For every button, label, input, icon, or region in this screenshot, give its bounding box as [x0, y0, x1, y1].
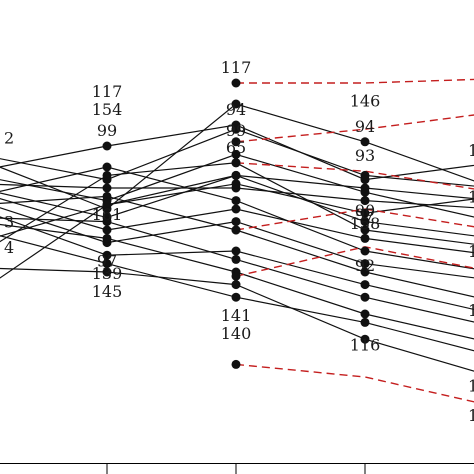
data-point-2-3 [360, 175, 370, 185]
data-point-1-2 [231, 99, 241, 109]
point-label-1: 94 [226, 100, 246, 119]
point-label-26: 1 [468, 242, 474, 261]
point-label-0: 117 [221, 58, 252, 77]
point-label-28: 1 [468, 376, 474, 395]
point-label-16: 90 [355, 201, 375, 220]
data-point-15-3 [360, 225, 370, 235]
highlight-point-0 [231, 78, 241, 88]
point-label-8: 99 [97, 121, 117, 140]
data-point-15-1 [102, 170, 112, 180]
data-point-16-1 [102, 267, 112, 277]
data-point-1-3 [360, 137, 370, 147]
data-point-3-2 [231, 149, 241, 159]
data-point-14-2 [231, 179, 241, 189]
data-point-4-1 [102, 183, 112, 193]
data-point-5-3 [360, 217, 370, 227]
data-point-2-2 [231, 120, 241, 130]
data-point-7-1 [102, 162, 112, 172]
data-point-13-3 [360, 317, 370, 327]
data-points [102, 78, 370, 369]
point-label-13: 146 [350, 92, 381, 111]
point-label-23: 4 [4, 238, 14, 257]
point-label-18: 97 [355, 205, 375, 224]
data-point-8-2 [231, 217, 241, 227]
data-point-13-1 [102, 259, 112, 269]
data-point-6-2 [231, 204, 241, 214]
data-point-14-3 [360, 208, 370, 218]
data-point-17-1 [102, 200, 112, 210]
data-point-7-3 [360, 246, 370, 256]
point-label-6: 117 [92, 82, 123, 101]
highlighted-line-0 [236, 78, 474, 84]
point-label-19: 92 [355, 256, 375, 275]
highlighted-line-1 [235, 114, 474, 143]
data-point-12-3 [360, 309, 370, 319]
data-point-11-2 [231, 254, 241, 264]
data-point-16-3 [360, 334, 370, 344]
point-label-15: 93 [355, 146, 375, 165]
point-label-7: 154 [92, 100, 123, 119]
highlight-point-4 [231, 271, 241, 281]
point-label-24: 1 [468, 141, 474, 160]
data-point-2-1 [102, 141, 112, 151]
data-point-10-1 [102, 250, 112, 260]
point-label-5: 140 [221, 324, 252, 343]
data-point-8-3 [360, 259, 370, 269]
data-point-16-2 [231, 280, 241, 290]
point-label-22: 3 [4, 213, 14, 232]
data-point-17-2 [231, 170, 241, 180]
data-point-12-1 [102, 233, 112, 243]
data-point-4-3 [360, 196, 370, 206]
highlight-point-2 [231, 158, 241, 168]
point-label-12: 145 [92, 282, 123, 301]
highlight-point-5 [231, 359, 241, 369]
data-point-6-3 [360, 233, 370, 243]
point-label-21: 2 [4, 129, 14, 148]
data-point-17-3 [360, 183, 370, 193]
highlighted-line-5 [235, 363, 474, 403]
point-labels: 1179499651411401171549916197139145146949… [4, 58, 474, 425]
point-label-17: 158 [350, 214, 381, 233]
data-point-7-2 [231, 196, 241, 206]
data-point-6-1 [102, 225, 112, 235]
data-point-13-2 [231, 292, 241, 302]
data-point-11-1 [102, 217, 112, 227]
point-label-9: 161 [92, 205, 123, 224]
point-label-11: 139 [92, 264, 123, 283]
data-point-9-3 [360, 267, 370, 277]
point-label-27: 1 [468, 301, 474, 320]
data-point-9-1 [102, 191, 112, 201]
point-label-20: 116 [350, 336, 381, 355]
x-axis [0, 463, 474, 474]
point-label-2: 99 [226, 121, 246, 140]
point-label-4: 141 [221, 306, 252, 325]
highlight-point-1 [231, 137, 241, 147]
highlight-point-3 [231, 225, 241, 235]
point-label-10: 97 [97, 252, 117, 271]
point-label-25: 1 [468, 187, 474, 206]
highlighted-line-2 [235, 162, 474, 190]
data-point-10-3 [360, 280, 370, 290]
point-label-3: 65 [226, 138, 246, 157]
data-point-11-3 [360, 292, 370, 302]
point-label-29: 1 [468, 406, 474, 425]
data-point-10-2 [231, 246, 241, 256]
point-label-14: 94 [355, 117, 375, 136]
